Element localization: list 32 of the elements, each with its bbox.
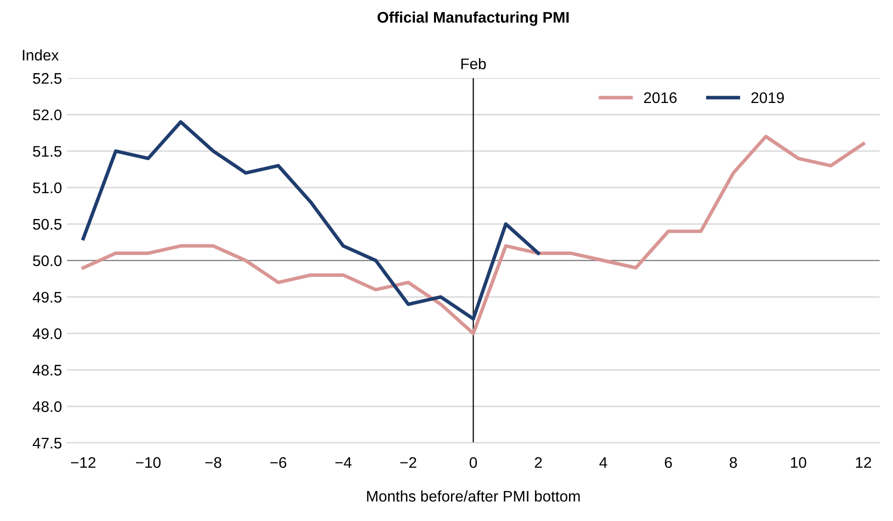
x-tick-label: −6 <box>270 457 286 468</box>
y-tick-label: 51.0 <box>32 182 62 194</box>
chart-title: Official Manufacturing PMI <box>378 12 569 26</box>
x-tick-label: 12 <box>856 457 872 468</box>
line-series <box>81 134 866 336</box>
legend-label: 2016 <box>644 92 677 104</box>
y-axis-title: Index <box>22 49 59 61</box>
y-tick-label: 48.5 <box>32 364 62 376</box>
x-axis-title: Months before/after PMI bottom <box>367 490 580 502</box>
x-tick-label: −4 <box>335 457 352 468</box>
ref-line-label: Feb <box>461 58 486 70</box>
y-tick-label: 50.5 <box>32 218 62 230</box>
line-series <box>81 120 540 321</box>
y-tick-label: 49.0 <box>32 328 62 340</box>
y-tick-label: 52.0 <box>32 109 62 120</box>
y-tick-label: 52.5 <box>32 73 62 84</box>
x-tick-label: 10 <box>791 457 806 468</box>
x-tick-label: 2 <box>534 457 542 468</box>
x-tick-label: −8 <box>205 457 222 468</box>
y-tick-label: 50.0 <box>32 255 62 266</box>
y-tick-label: 49.5 <box>32 292 62 303</box>
y-tick-label: 51.5 <box>32 146 62 157</box>
x-tick-label: 8 <box>730 457 737 468</box>
x-tick-label: 4 <box>599 457 608 468</box>
legend-label: 2019 <box>751 92 784 104</box>
x-tick-label: −12 <box>71 457 96 468</box>
x-tick-label: 6 <box>664 457 672 468</box>
x-tick-label: 0 <box>470 457 477 468</box>
y-tick-label: 48.0 <box>32 401 62 412</box>
x-tick-label: −2 <box>400 457 416 468</box>
y-tick-label: 47.5 <box>32 438 62 449</box>
x-tick-label: −10 <box>136 457 161 468</box>
